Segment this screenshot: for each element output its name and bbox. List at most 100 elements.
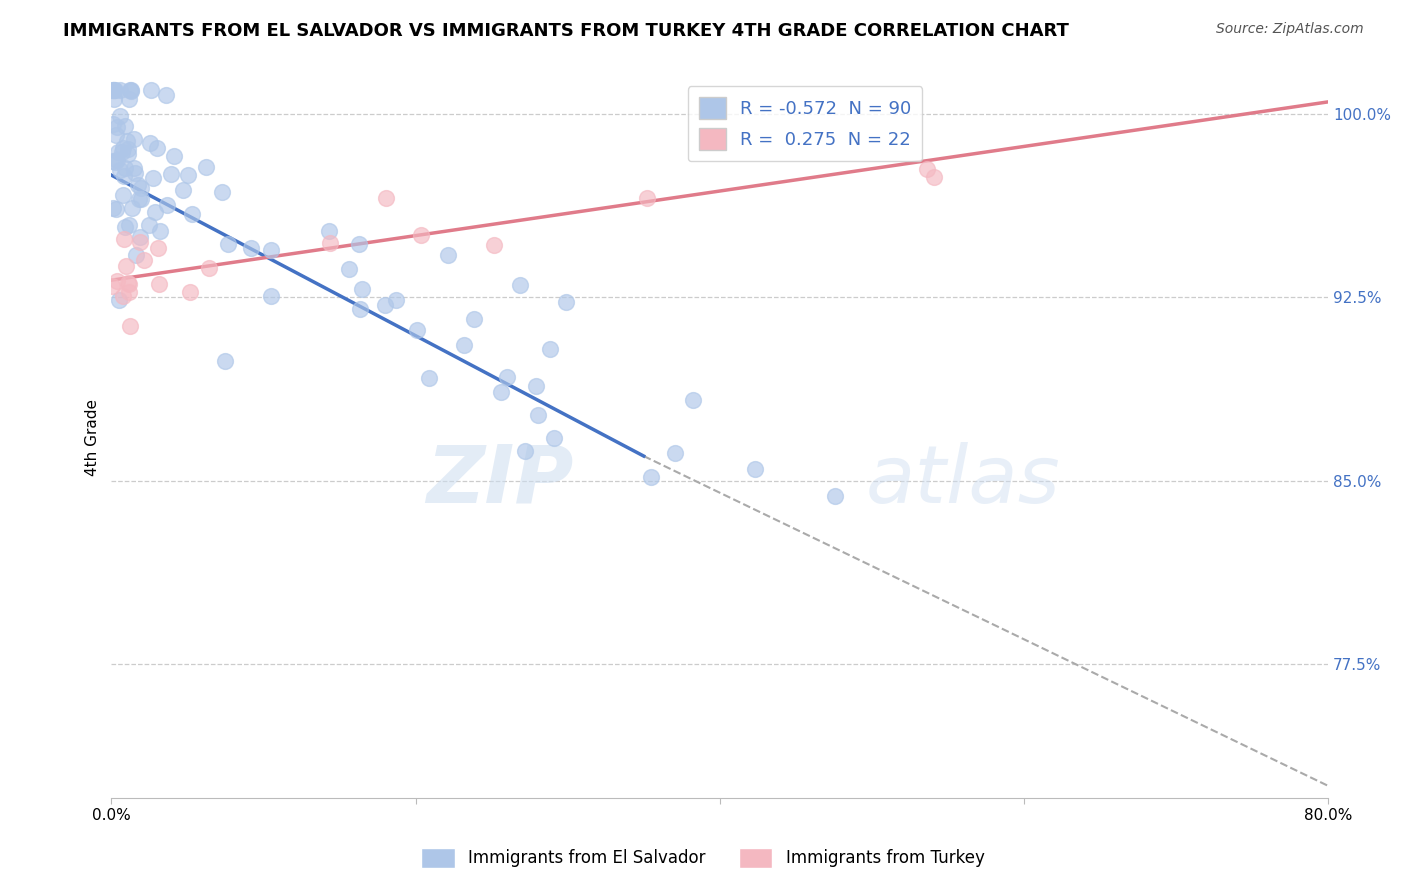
Point	[664, 446, 686, 460]
Point	[489, 384, 512, 399]
Point	[337, 261, 360, 276]
Point	[146, 241, 169, 255]
Point	[132, 252, 155, 267]
Point	[555, 294, 578, 309]
Point	[118, 277, 141, 292]
Point	[108, 109, 131, 123]
Point	[129, 180, 152, 194]
Point	[103, 83, 125, 97]
Point	[436, 248, 458, 262]
Point	[104, 128, 127, 142]
Point	[118, 318, 141, 333]
Point	[143, 205, 166, 219]
Point	[349, 301, 371, 316]
Point	[318, 224, 340, 238]
Point	[195, 160, 218, 174]
Point	[406, 323, 429, 337]
Point	[118, 285, 141, 299]
Point	[260, 289, 283, 303]
Point	[129, 230, 152, 244]
Point	[163, 149, 186, 163]
Point	[211, 185, 233, 199]
Legend: Immigrants from El Salvador, Immigrants from Turkey: Immigrants from El Salvador, Immigrants …	[415, 841, 991, 875]
Point	[139, 83, 162, 97]
Point	[118, 218, 141, 232]
Point	[128, 235, 150, 249]
Point	[453, 338, 475, 352]
Point	[104, 202, 127, 217]
Point	[103, 91, 125, 105]
Point	[138, 219, 160, 233]
Point	[214, 353, 236, 368]
Point	[418, 370, 440, 384]
Point	[117, 92, 139, 106]
Point	[640, 470, 662, 484]
Point	[101, 83, 124, 97]
Point	[142, 170, 165, 185]
Point	[145, 141, 167, 155]
Point	[120, 83, 142, 97]
Point	[108, 293, 131, 308]
Point	[115, 259, 138, 273]
Point	[374, 298, 396, 312]
Point	[240, 241, 263, 255]
Point	[122, 161, 145, 175]
Point	[112, 187, 135, 202]
Point	[103, 201, 125, 215]
Point	[526, 379, 548, 393]
Point	[127, 178, 149, 192]
Point	[349, 237, 371, 252]
Point	[538, 342, 561, 356]
Legend: R = -0.572  N = 90, R =  0.275  N = 22: R = -0.572 N = 90, R = 0.275 N = 22	[688, 87, 922, 161]
Point	[115, 134, 138, 148]
Point	[117, 276, 139, 290]
Point	[682, 393, 704, 408]
Text: Source: ZipAtlas.com: Source: ZipAtlas.com	[1216, 22, 1364, 37]
Point	[128, 192, 150, 206]
Point	[105, 120, 128, 134]
Point	[744, 462, 766, 476]
Point	[125, 247, 148, 261]
Point	[120, 83, 142, 97]
Point	[482, 237, 505, 252]
Point	[114, 161, 136, 175]
Point	[526, 409, 548, 423]
Point	[120, 84, 142, 98]
Point	[112, 232, 135, 246]
Point	[114, 119, 136, 133]
Point	[110, 83, 132, 97]
Point	[156, 198, 179, 212]
Point	[217, 236, 239, 251]
Point	[107, 274, 129, 288]
Point	[101, 279, 124, 293]
Point	[122, 131, 145, 145]
Point	[160, 168, 183, 182]
Point	[509, 277, 531, 292]
Point	[374, 191, 396, 205]
Point	[172, 183, 194, 197]
Point	[103, 155, 125, 169]
Point	[179, 285, 201, 299]
Point	[108, 163, 131, 178]
Text: IMMIGRANTS FROM EL SALVADOR VS IMMIGRANTS FROM TURKEY 4TH GRADE CORRELATION CHAR: IMMIGRANTS FROM EL SALVADOR VS IMMIGRANT…	[63, 22, 1069, 40]
Point	[181, 206, 204, 220]
Point	[924, 170, 946, 185]
Point	[384, 293, 406, 307]
Point	[103, 83, 125, 97]
Point	[101, 154, 124, 169]
Point	[409, 227, 432, 242]
Point	[114, 219, 136, 234]
Y-axis label: 4th Grade: 4th Grade	[86, 400, 100, 476]
Point	[636, 191, 658, 205]
Point	[513, 443, 536, 458]
Point	[319, 236, 342, 251]
Point	[107, 145, 129, 159]
Point	[112, 169, 135, 183]
Point	[824, 489, 846, 503]
Point	[139, 136, 162, 150]
Point	[260, 243, 283, 257]
Point	[111, 145, 134, 159]
Point	[112, 141, 135, 155]
Point	[915, 161, 938, 176]
Point	[101, 117, 124, 131]
